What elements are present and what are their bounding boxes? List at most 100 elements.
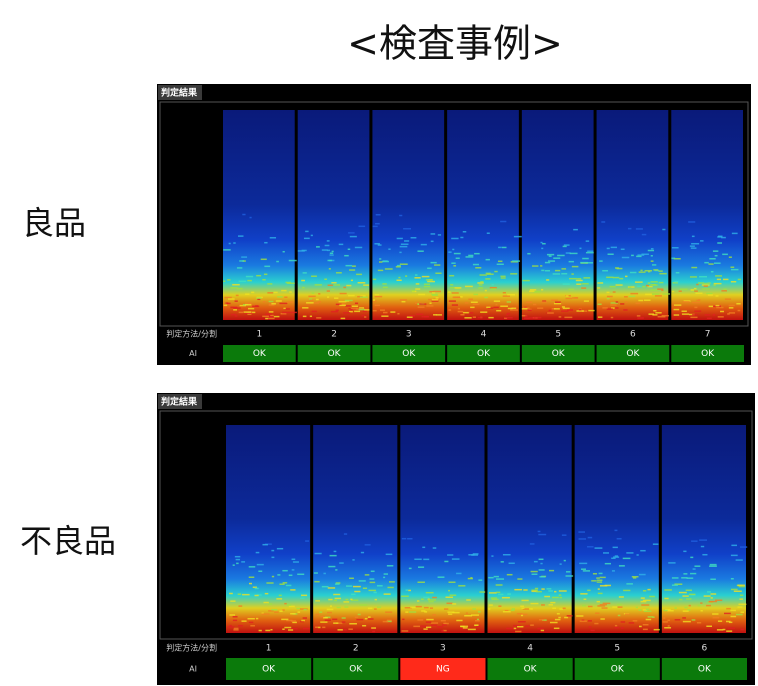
spectrogram-noise bbox=[385, 553, 393, 556]
spectrogram-noise bbox=[372, 299, 376, 301]
spectrogram-noise bbox=[548, 255, 552, 257]
spectrogram-noise bbox=[422, 546, 426, 549]
spectrogram-noise bbox=[334, 583, 340, 585]
spectrogram-noise bbox=[475, 619, 480, 622]
spectrogram-noise bbox=[671, 247, 679, 249]
result-text: NG bbox=[436, 665, 450, 675]
spectrogram-noise bbox=[444, 560, 449, 563]
spectrogram-noise bbox=[324, 244, 330, 247]
spectrogram-noise bbox=[340, 629, 347, 631]
spectrogram-noise bbox=[454, 287, 462, 289]
spectrogram-noise bbox=[403, 228, 412, 230]
spectrogram-noise bbox=[468, 554, 475, 556]
spectrogram-noise bbox=[265, 313, 272, 315]
spectrogram-noise bbox=[548, 590, 553, 592]
spectrogram-noise bbox=[548, 604, 553, 606]
spectrogram-noise bbox=[640, 597, 645, 599]
spectrogram-noise bbox=[227, 279, 231, 281]
spectrogram-noise bbox=[354, 310, 361, 313]
spectrogram-noise bbox=[476, 618, 480, 621]
spectrogram-noise bbox=[245, 312, 252, 315]
spectrogram-noise bbox=[699, 275, 708, 278]
spectrogram-noise bbox=[717, 242, 722, 244]
spectrogram-noise bbox=[541, 247, 544, 250]
spectrogram-noise bbox=[618, 565, 625, 567]
spectrogram-noise bbox=[339, 562, 344, 564]
spectrogram-noise bbox=[597, 605, 606, 607]
spectrogram-noise bbox=[650, 281, 658, 283]
spectrogram-noise bbox=[378, 261, 383, 263]
spectrogram-noise bbox=[606, 297, 610, 300]
spectrogram-noise bbox=[561, 272, 568, 275]
spectrogram-noise bbox=[351, 305, 358, 308]
spectrogram-noise bbox=[507, 307, 513, 310]
spectrogram-noise bbox=[612, 546, 618, 549]
spectrogram-noise bbox=[277, 296, 283, 298]
spectrogram-noise bbox=[604, 562, 611, 565]
spectrogram-noise bbox=[495, 591, 501, 594]
spectrogram-noise bbox=[335, 272, 342, 274]
spectrogram-noise bbox=[238, 311, 244, 314]
spectrogram-noise bbox=[242, 593, 250, 596]
spectrogram-noise bbox=[459, 296, 463, 298]
spectrogram-noise bbox=[688, 604, 691, 607]
spectrogram-noise bbox=[282, 569, 288, 572]
spectrogram-noise bbox=[541, 604, 545, 606]
spectrogram-noise bbox=[271, 556, 275, 559]
spectrogram-noise bbox=[596, 600, 601, 603]
spectrogram-noise bbox=[282, 582, 288, 584]
spectrogram-noise bbox=[528, 308, 532, 311]
spectrogram-noise bbox=[699, 539, 708, 541]
spectrogram-noise bbox=[565, 295, 569, 297]
spectrogram-noise bbox=[502, 295, 511, 297]
spectrogram-noise bbox=[464, 285, 473, 288]
spectrogram-noise bbox=[333, 284, 341, 286]
spectrogram-noise bbox=[566, 615, 573, 617]
spectrogram-noise bbox=[498, 593, 504, 596]
spectrogram-noise bbox=[614, 626, 620, 629]
spectrogram-noise bbox=[571, 273, 574, 275]
spectrogram-noise bbox=[429, 607, 434, 609]
spectrogram-noise bbox=[642, 628, 648, 631]
spectrogram-noise bbox=[309, 298, 313, 300]
spectrogram-noise bbox=[553, 627, 560, 630]
spectrogram-noise bbox=[533, 316, 542, 319]
spectrogram-noise bbox=[404, 607, 412, 609]
spectrogram-noise bbox=[611, 570, 615, 572]
spectrogram-noise bbox=[568, 288, 575, 291]
spectrogram-noise bbox=[650, 289, 658, 291]
spectrogram bbox=[313, 425, 398, 633]
spectrogram-noise bbox=[683, 550, 687, 553]
spectrogram-noise bbox=[237, 593, 242, 595]
spectrogram bbox=[400, 425, 485, 633]
spectrogram-noise bbox=[328, 565, 336, 568]
spectrogram-noise bbox=[606, 247, 610, 250]
spectrogram-noise bbox=[291, 558, 296, 561]
spectrogram-noise bbox=[629, 271, 637, 274]
spectrogram-noise bbox=[495, 584, 503, 586]
spectrogram-noise bbox=[415, 302, 422, 305]
spectrogram-noise bbox=[625, 301, 628, 304]
spectrogram-noise bbox=[346, 284, 352, 287]
spectrogram-noise bbox=[691, 619, 696, 621]
spectrogram-noise bbox=[350, 598, 353, 601]
spectrogram-noise bbox=[506, 573, 513, 576]
spectrogram-noise bbox=[436, 626, 444, 628]
spectrogram-noise bbox=[245, 293, 250, 295]
spectrogram-noise bbox=[553, 302, 562, 305]
result-cell bbox=[596, 345, 670, 362]
spectrogram-noise bbox=[265, 629, 271, 632]
spectrogram-noise bbox=[552, 607, 557, 609]
spectrogram-noise bbox=[351, 599, 359, 601]
spectrogram-noise bbox=[538, 558, 544, 561]
spectrogram-noise bbox=[383, 576, 386, 579]
spectrogram-noise bbox=[464, 317, 472, 319]
spectrogram-noise bbox=[285, 281, 291, 284]
spectrogram-noise bbox=[317, 301, 322, 303]
spectrogram-noise bbox=[731, 544, 738, 547]
spectrogram-noise bbox=[334, 297, 339, 299]
spectrogram-noise bbox=[578, 538, 587, 540]
spectrogram-noise bbox=[421, 610, 426, 612]
spectrogram-noise bbox=[664, 627, 672, 629]
spectrogram-noise bbox=[522, 608, 531, 610]
